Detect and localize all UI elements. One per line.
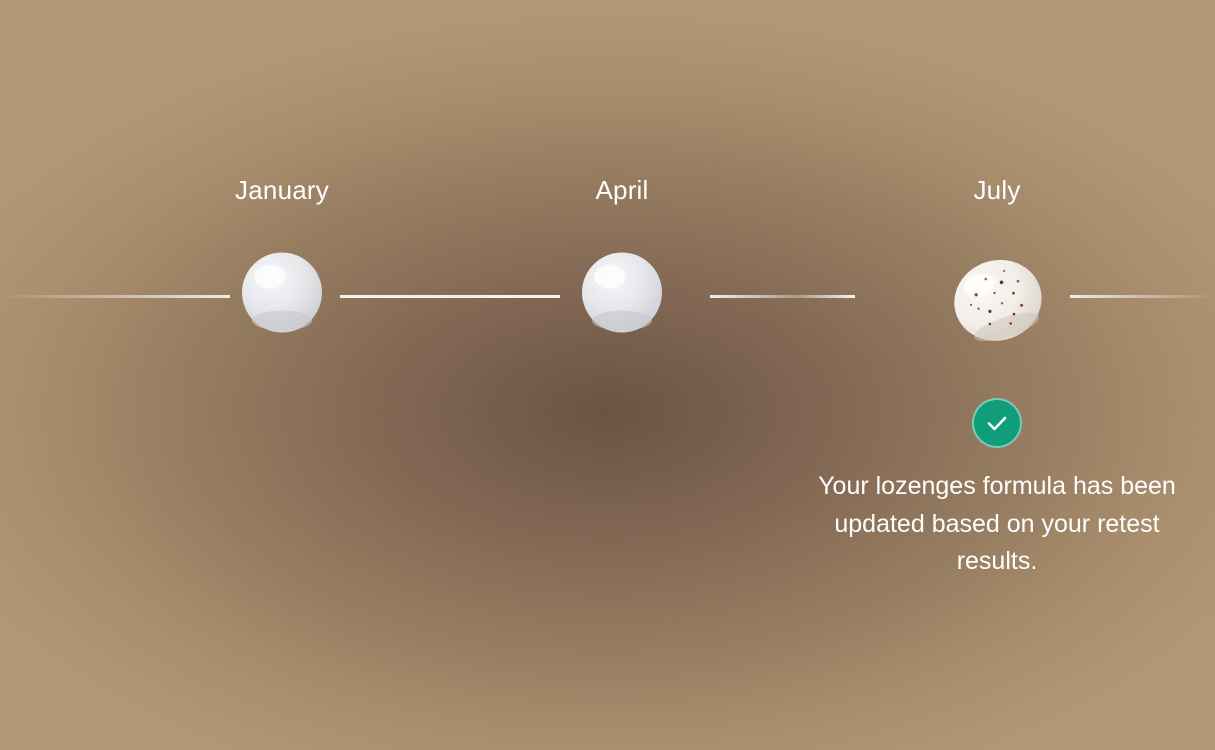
timeline-dot-july (948, 249, 1046, 352)
timeline-segment (1070, 295, 1215, 298)
pill-icon (580, 251, 664, 335)
timeline-dot-april (580, 251, 664, 340)
timeline-segment (0, 295, 230, 298)
timeline-segment (710, 295, 855, 298)
timeline-label-april: April (595, 175, 648, 206)
check-badge-icon (972, 398, 1022, 448)
timeline-label-january: January (235, 175, 329, 206)
checkmark-icon (984, 410, 1010, 436)
update-message: Your lozenges formula has been updated b… (817, 468, 1177, 581)
speckled-pill-icon (948, 249, 1046, 347)
pill-icon (240, 251, 324, 335)
timeline-dot-january (240, 251, 324, 340)
timeline-segment (340, 295, 560, 298)
update-callout: Your lozenges formula has been updated b… (817, 398, 1177, 581)
timeline-label-july: July (973, 175, 1020, 206)
